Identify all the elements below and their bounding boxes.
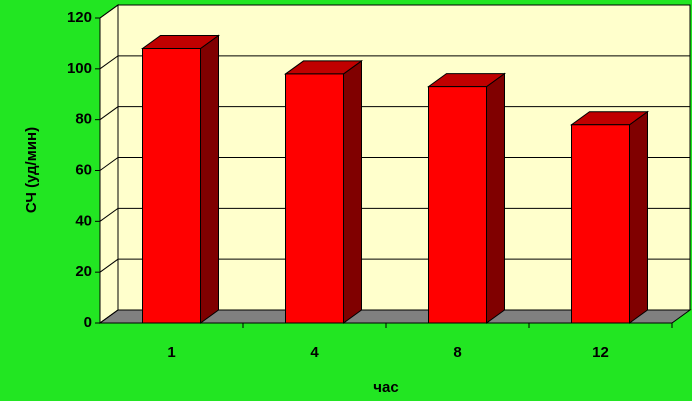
bar-side: [629, 110, 648, 324]
y-tick-label: 0: [84, 314, 92, 331]
grid-line: [99, 4, 690, 19]
bar-front: [571, 124, 630, 324]
bar-front: [142, 48, 201, 324]
bar-side: [486, 72, 505, 324]
y-tick-label: 20: [75, 263, 92, 280]
x-tick-label: 4: [310, 344, 319, 361]
x-tick-label: 8: [453, 344, 461, 361]
grid-line: [99, 55, 690, 70]
x-tick-label: 1: [167, 344, 175, 361]
y-tick-label: 80: [75, 111, 92, 128]
x-tick-label: 12: [592, 344, 609, 361]
bar-side: [200, 34, 219, 324]
y-tick-label: 60: [75, 161, 92, 178]
y-axis-title: СЧ (уд/мин): [23, 127, 40, 213]
bar-front: [285, 73, 344, 324]
bar-side: [343, 59, 362, 324]
bar: [569, 110, 650, 324]
bar-front: [428, 86, 487, 324]
x-axis-title: час: [373, 379, 398, 396]
bar: [140, 34, 221, 324]
y-tick-label: 100: [67, 60, 92, 77]
bar: [283, 59, 364, 324]
y-tick-label: 40: [75, 212, 92, 229]
y-tick-label: 120: [67, 9, 92, 26]
bar: [426, 72, 507, 324]
